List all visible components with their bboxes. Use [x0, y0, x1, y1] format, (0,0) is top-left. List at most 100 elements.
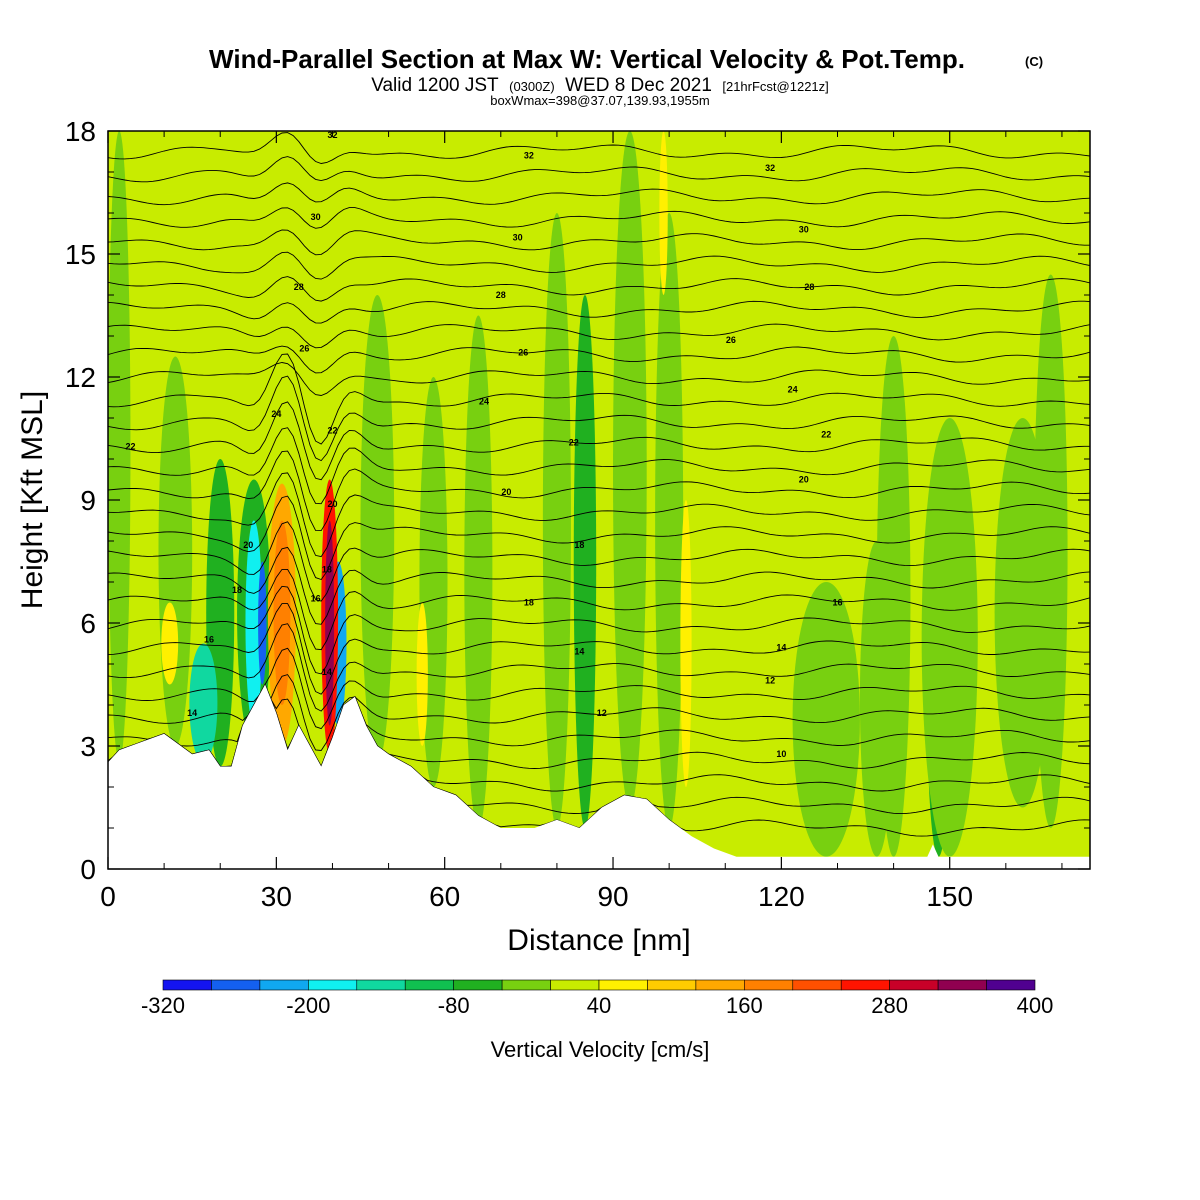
contour-label: 18 [524, 598, 534, 608]
contour-label: 20 [327, 499, 337, 509]
contour-label: 12 [765, 675, 775, 685]
velocity-cell [464, 315, 493, 828]
contour-label: 18 [322, 565, 332, 575]
y-tick-label: 12 [65, 362, 96, 393]
velocity-cell [158, 356, 193, 746]
contour-label: 20 [799, 475, 809, 485]
contour-label: 28 [804, 282, 814, 292]
y-tick-label: 18 [65, 116, 96, 147]
contour-label: 30 [513, 233, 523, 243]
y-tick-label: 6 [80, 608, 96, 639]
colorbar-swatch [744, 979, 794, 991]
theta-contour-line [108, 207, 1090, 229]
colorbar-swatch [211, 979, 261, 991]
theta-contour-line [108, 623, 1090, 712]
contour-label: 16 [832, 598, 842, 608]
axis-ticks: 0 30 60 90 120 150 0 3 6 9 12 15 18 [65, 116, 1090, 912]
theta-contour-line [108, 674, 1090, 751]
theta-contour-line [108, 521, 1090, 602]
colorbar-label: -320 [141, 993, 185, 1018]
colorbar-label: 280 [871, 993, 908, 1018]
contour-label: 24 [788, 384, 798, 394]
theta-contour-line [108, 276, 1090, 302]
theta-contour-line [108, 683, 1090, 768]
theta-contour-line [108, 401, 1090, 481]
velocity-cell [1033, 274, 1068, 828]
colorbar-swatch [889, 979, 939, 991]
theta-contour-line [108, 323, 1090, 349]
colorbar-swatch [501, 979, 551, 991]
contour-label: 28 [294, 282, 304, 292]
colorbar-swatch [162, 979, 212, 991]
velocity-cell [613, 131, 647, 808]
copyright-mark: (C) [1025, 54, 1043, 69]
chart-title: Wind-Parallel Section at Max W: Vertical… [209, 44, 965, 74]
contour-label: 14 [574, 647, 584, 657]
velocity-cell [273, 520, 291, 705]
theta-contour-line [108, 450, 1090, 532]
theta-contour-line [108, 345, 1090, 374]
theta-contour-line [108, 427, 1090, 505]
theta-contour-line [108, 353, 1090, 445]
velocity-cell [189, 643, 218, 763]
colorbar-label: -80 [438, 993, 470, 1018]
x-tick-label: 0 [100, 881, 116, 912]
contour-label: 24 [479, 397, 489, 407]
contour-label: 32 [524, 151, 534, 161]
velocity-cell [659, 131, 668, 295]
theta-contour-line [108, 182, 1090, 206]
velocity-cell [108, 131, 131, 763]
colorbar-swatch [986, 979, 1036, 991]
theta-contour-line [108, 546, 1090, 625]
velocity-cell [161, 602, 179, 685]
contour-label: 26 [726, 335, 736, 345]
colorbar-swatch [356, 979, 406, 991]
theta-contours [108, 132, 1090, 837]
colorbar-swatch [840, 979, 890, 991]
y-axis-label: Height [Kft MSL] [16, 391, 49, 609]
x-tick-label: 90 [597, 881, 628, 912]
theta-contour-line [108, 568, 1090, 651]
chart-subtitle: Valid 1200 JST (0300Z) WED 8 Dec 2021 [2… [371, 75, 829, 96]
velocity-cell [573, 295, 597, 828]
velocity-cell [325, 520, 335, 726]
theta-contour-line [108, 251, 1090, 280]
velocity-cell [542, 213, 571, 828]
x-axis-label: Distance [nm] [507, 924, 690, 957]
colorbar-label: 400 [1017, 993, 1054, 1018]
chart-subtitle-2: boxWmax=398@37.07,139.93,1955m [490, 93, 710, 108]
y-tick-label: 3 [80, 731, 96, 762]
colorbar-swatch [647, 979, 697, 991]
contour-label: 28 [496, 290, 506, 300]
contour-label: 16 [311, 593, 321, 603]
colorbar-swatch [937, 979, 987, 991]
velocity-cell [792, 582, 860, 857]
velocity-cell [258, 561, 267, 685]
contour-label: 22 [327, 425, 337, 435]
velocity-cell [680, 500, 692, 787]
colorbar-swatch [453, 979, 503, 991]
contour-label: 20 [501, 487, 511, 497]
y-tick-label: 15 [65, 239, 96, 270]
x-tick-label: 60 [429, 881, 460, 912]
contour-label: 26 [518, 347, 528, 357]
contour-label: 18 [574, 540, 584, 550]
contour-label: 14 [776, 643, 786, 653]
velocity-cell [876, 335, 911, 857]
contour-label: 10 [776, 749, 786, 759]
theta-contour-line [108, 647, 1090, 730]
velocity-cell [655, 213, 684, 828]
velocity-cell [416, 602, 428, 746]
theta-contour-line [108, 229, 1090, 256]
contour-label: 26 [299, 343, 309, 353]
x-tick-label: 120 [758, 881, 805, 912]
contour-label: 12 [597, 708, 607, 718]
subtitle-z: (0300Z) [509, 79, 555, 94]
colorbar-swatch [792, 979, 842, 991]
x-tick-label: 30 [261, 881, 292, 912]
contour-label: 24 [271, 409, 281, 419]
theta-contour-line [108, 585, 1090, 675]
contour-label: 22 [821, 429, 831, 439]
colorbar-label: -200 [286, 993, 330, 1018]
